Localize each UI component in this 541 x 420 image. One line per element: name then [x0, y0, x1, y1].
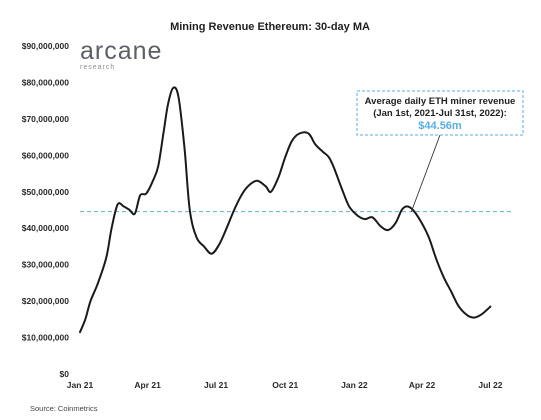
y-tick-label: $0 — [60, 369, 70, 379]
x-tick-label: Jan 21 — [67, 380, 94, 390]
annotation-value: $44.56m — [418, 120, 462, 132]
annotation-line2: (Jan 1st, 2021-Jul 31st, 2022): — [373, 108, 507, 119]
y-axis: $0 $10,000,000 $20,000,000 $30,000,000 $40,0… — [22, 41, 70, 379]
y-tick-label: $70,000,000 — [22, 114, 70, 124]
annotation-leader-line — [410, 134, 441, 212]
annotation-box — [356, 90, 524, 136]
y-tick-label: $20,000,000 — [22, 296, 70, 306]
brand-name: arcane — [80, 37, 162, 65]
annotation-line1: Average daily ETH miner revenue — [365, 96, 516, 107]
source-note: Source: Coinmetrics — [30, 404, 98, 413]
y-tick-label: $10,000,000 — [22, 333, 70, 343]
x-tick-label: Oct 21 — [272, 380, 298, 390]
y-tick-label: $50,000,000 — [22, 187, 70, 197]
y-tick-label: $40,000,000 — [22, 223, 70, 233]
series-line — [79, 86, 492, 334]
y-tick-label: $30,000,000 — [22, 260, 70, 270]
x-tick-label: Jul 22 — [478, 380, 502, 390]
x-tick-label: Jan 22 — [341, 380, 368, 390]
x-tick-label: Jul 21 — [204, 380, 228, 390]
x-axis: Jan 21 Apr 21 Jul 21 Oct 21 Jan 22 Apr 22 Jul … — [67, 380, 503, 390]
series-layer — [79, 86, 492, 334]
y-tick-label: $60,000,000 — [22, 150, 70, 160]
brand-logo: arcane research — [80, 37, 162, 71]
average-annotation: Average daily ETH miner revenue (Jan 1st… — [356, 90, 524, 212]
x-tick-label: Apr 21 — [134, 380, 161, 390]
y-tick-label: $90,000,000 — [22, 41, 70, 51]
x-tick-label: Apr 22 — [409, 380, 436, 390]
chart-title: Mining Revenue Ethereum: 30-day MA — [170, 21, 370, 33]
brand-tagline: research — [80, 64, 115, 71]
y-tick-label: $80,000,000 — [22, 77, 70, 87]
